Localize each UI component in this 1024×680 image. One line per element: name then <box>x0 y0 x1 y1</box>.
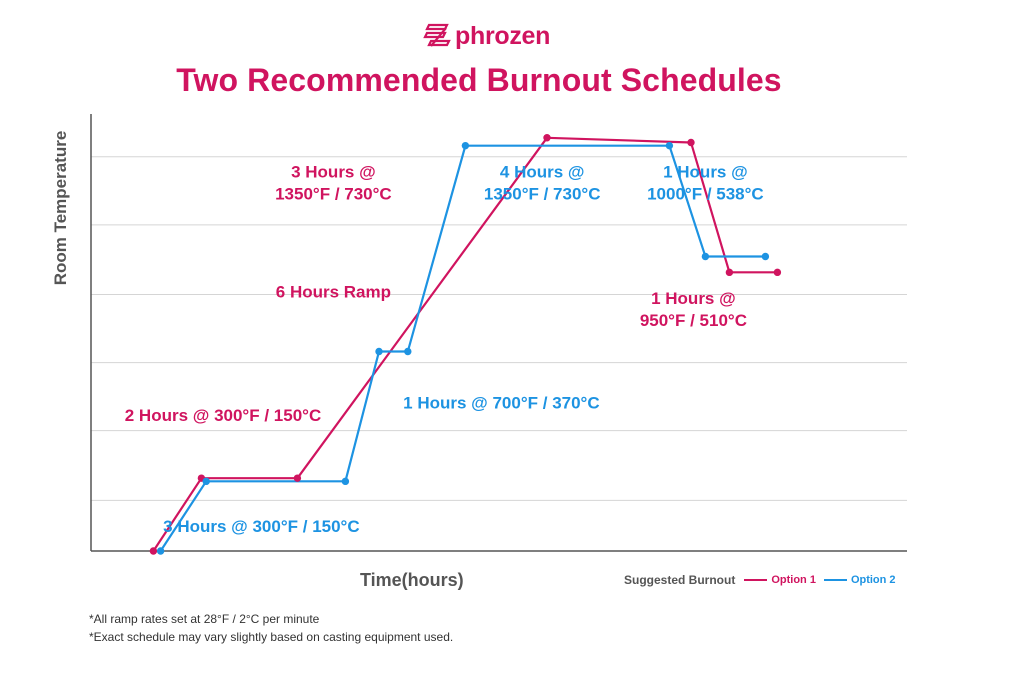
footnote-equipment: *Exact schedule may vary slightly based … <box>89 630 454 644</box>
legend-title: Suggested Burnout <box>624 573 736 587</box>
legend-item-option-1: Option 1 <box>744 574 816 586</box>
data-point-option-2-9 <box>761 252 770 261</box>
x-axis-title: Time(hours) <box>360 570 464 590</box>
annotation-7-line-2: 1350°F / 730°C <box>484 184 601 203</box>
grid-lines <box>91 156 907 501</box>
brand-name: phrozen <box>455 22 551 50</box>
annotation-5-line-1: 3 Hours @ 300°F / 150°C <box>163 517 359 536</box>
series-line-option-2 <box>159 144 767 553</box>
annotation-8: 1 Hours @ 1000°F / 538°C <box>647 162 764 203</box>
legend-swatch-option-1 <box>744 579 768 581</box>
data-point-option-2-7 <box>665 141 674 150</box>
phrozen-logo-icon <box>423 23 451 47</box>
annotation-3-line-2: 1350°F / 730°C <box>275 184 392 203</box>
annotations: 2 Hours @ 300°F / 150°C 6 Hours Ramp 3 Hou… <box>125 162 764 536</box>
data-point-option-2-1 <box>156 547 165 555</box>
legend-item-option-2: Option 2 <box>823 574 896 586</box>
data-point-option-1-3 <box>293 474 302 482</box>
data-point-option-1-1 <box>149 547 158 555</box>
annotation-2: 6 Hours Ramp <box>276 283 391 302</box>
annotation-4: 1 Hours @ 950°F / 510°C <box>640 289 747 330</box>
legend-label-option-1: Option 1 <box>771 574 816 586</box>
data-point-option-2-8 <box>701 252 710 261</box>
annotation-2-line-1: 6 Hours Ramp <box>276 283 391 302</box>
data-point-option-2-3 <box>341 477 350 486</box>
annotation-4-line-1: 1 Hours @ <box>651 289 736 308</box>
annotation-7-line-1: 4 Hours @ <box>500 162 585 181</box>
data-point-option-2-4 <box>375 347 383 356</box>
data-point-option-1-6 <box>725 268 734 277</box>
data-point-option-1-4 <box>543 134 551 142</box>
annotation-5: 3 Hours @ 300°F / 150°C <box>163 517 359 536</box>
series-points <box>149 134 782 555</box>
annotation-4-line-2: 950°F / 510°C <box>640 311 747 330</box>
legend: Suggested Burnout Option 1 Option 2 <box>624 573 904 587</box>
annotation-8-line-2: 1000°F / 538°C <box>647 184 764 203</box>
annotation-1: 2 Hours @ 300°F / 150°C <box>125 406 321 425</box>
footnote-ramp-rate: *All ramp rates set at 28°F / 2°C per mi… <box>89 612 320 626</box>
data-point-option-2-6 <box>461 141 470 150</box>
axes <box>90 114 907 552</box>
page-title: Two Recommended Burnout Schedules <box>176 62 782 98</box>
data-point-option-1-5 <box>687 138 695 147</box>
legend-swatch-option-2 <box>823 579 847 581</box>
data-point-option-2-2 <box>202 477 210 486</box>
annotation-3-line-1: 3 Hours @ <box>291 162 376 181</box>
brand-logo: phrozen <box>423 22 550 50</box>
annotation-6-line-1: 1 Hours @ 700°F / 370°C <box>403 394 599 413</box>
annotation-6: 1 Hours @ 700°F / 370°C <box>403 394 599 413</box>
footnotes: *All ramp rates set at 28°F / 2°C per mi… <box>89 610 453 646</box>
annotation-7: 4 Hours @ 1350°F / 730°C <box>484 162 601 203</box>
annotation-1-line-1: 2 Hours @ 300°F / 150°C <box>125 406 321 425</box>
annotation-8-line-1: 1 Hours @ <box>663 162 748 181</box>
legend-label-option-2: Option 2 <box>850 574 896 586</box>
annotation-3: 3 Hours @ 1350°F / 730°C <box>275 162 392 203</box>
data-point-option-1-7 <box>773 268 782 277</box>
data-point-option-2-5 <box>404 347 412 356</box>
